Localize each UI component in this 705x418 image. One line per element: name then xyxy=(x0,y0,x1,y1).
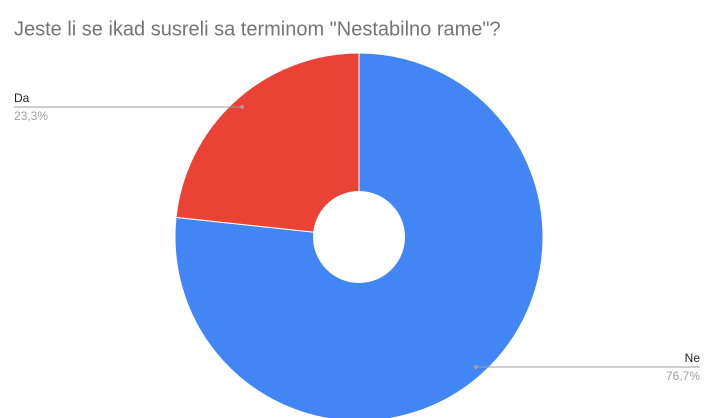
donut-hole xyxy=(313,191,405,283)
slice-value-label: 76,7% xyxy=(666,369,700,383)
slice-value-label: 23,3% xyxy=(14,109,48,123)
slice-label: Ne xyxy=(685,351,701,365)
pie-slice xyxy=(175,52,360,238)
leader-dot xyxy=(240,104,245,109)
slice-label: Da xyxy=(14,91,30,105)
chart-title: Jeste li se ikad susreli sa terminom "Ne… xyxy=(14,18,501,40)
leader-dot xyxy=(473,365,478,370)
